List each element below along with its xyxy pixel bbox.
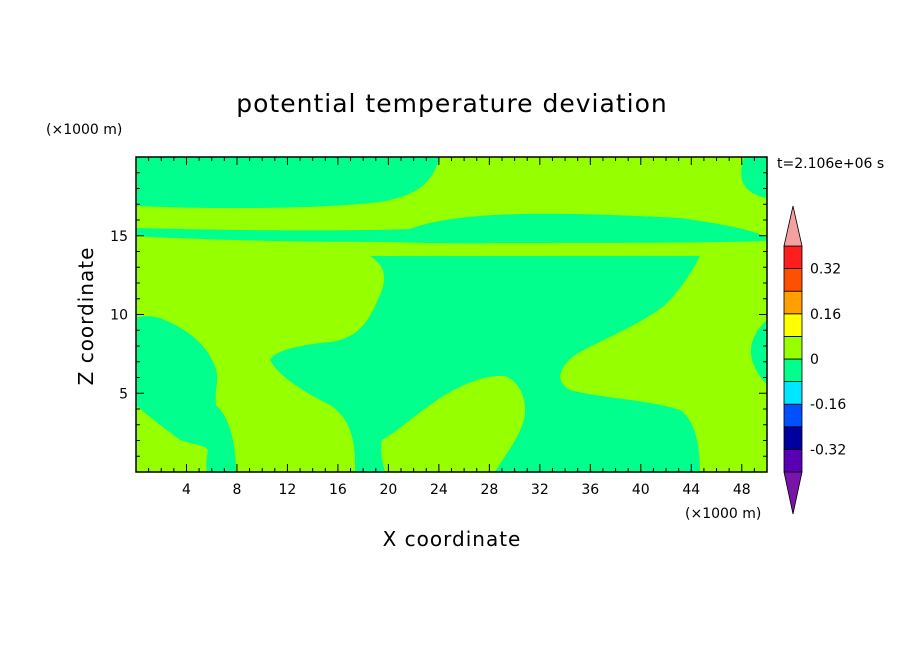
x-tick-label: 28: [480, 482, 498, 498]
x-tick-label: 20: [379, 482, 397, 498]
contour-region-negative: [750, 320, 767, 384]
x-tick-label: 44: [682, 482, 700, 498]
x-tick-label: 36: [581, 482, 599, 498]
colorbar-under-triangle: [783, 471, 803, 515]
x-unit-label: (×1000 m): [685, 506, 761, 522]
colorbar-swatch: [783, 358, 803, 383]
colorbar-over-triangle: [783, 205, 803, 247]
colorbar-swatch: [783, 245, 803, 270]
colorbar-label: 0: [810, 352, 819, 368]
contour-region-negative: [136, 213, 767, 244]
contour-region-positive: [136, 256, 385, 472]
x-tick-label: 40: [632, 482, 650, 498]
x-tick-label: 4: [182, 482, 191, 498]
colorbar-swatch: [783, 448, 803, 473]
y-unit-label: (×1000 m): [46, 122, 122, 138]
contour-region-negative: [741, 157, 767, 198]
colorbar-swatch: [783, 313, 803, 337]
colorbar-label: 0.16: [810, 307, 841, 323]
colorbar-swatch: [783, 335, 803, 360]
y-tick-label: 15: [110, 229, 128, 245]
colorbar-swatch: [783, 381, 803, 405]
colorbar-label: -0.16: [810, 397, 846, 413]
colorbar-swatch: [783, 290, 803, 315]
y-axis-label: Z coordinate: [74, 247, 98, 386]
x-axis-label: X coordinate: [383, 527, 522, 551]
x-tick-label: 24: [430, 482, 448, 498]
colorbar: -0.32 -0.16 0 0.16 0.32: [783, 205, 846, 515]
contour-region-positive: [136, 254, 767, 256]
contour-region-positive: [381, 375, 526, 472]
y-tick-label: 10: [110, 308, 128, 324]
contour-region-negative: [136, 157, 440, 209]
x-tick-label: 32: [531, 482, 549, 498]
colorbar-swatch: [783, 268, 803, 292]
colorbar-swatch: [783, 403, 803, 428]
y-tick-label: 5: [119, 386, 128, 402]
colorbar-label: 0.32: [810, 262, 841, 278]
time-label: t=2.106e+06 s: [777, 156, 884, 172]
chart-title: potential temperature deviation: [236, 89, 667, 118]
colorbar-swatch: [783, 426, 803, 450]
x-tick-label: 48: [733, 482, 751, 498]
x-tick-label: 8: [232, 482, 241, 498]
x-tick-label: 16: [329, 482, 347, 498]
colorbar-label: -0.32: [810, 442, 846, 458]
x-tick-label: 12: [279, 482, 297, 498]
contour-region-positive: [560, 256, 767, 472]
contour-region-positive: [136, 405, 208, 472]
